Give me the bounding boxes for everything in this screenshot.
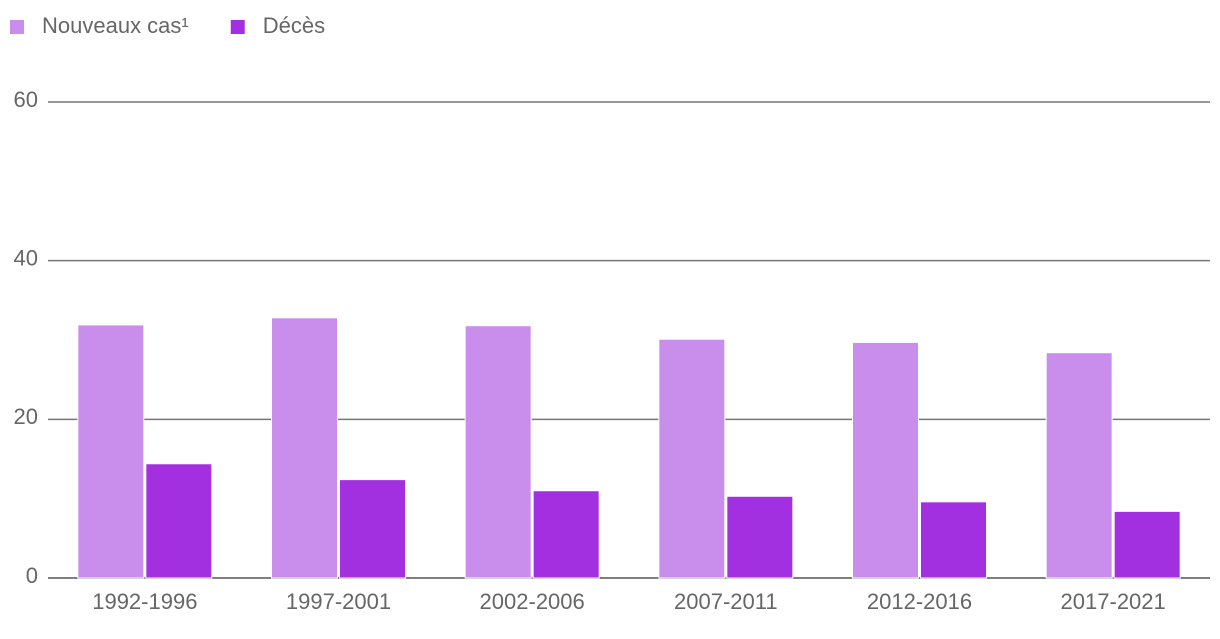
legend-label: Nouveaux cas¹ [42,13,189,38]
y-tick-label: 20 [14,404,38,429]
x-tick-label: 2002-2006 [480,589,585,614]
x-tick-label: 2012-2016 [867,589,972,614]
bar [920,501,987,579]
y-tick-label: 0 [26,563,38,588]
legend-label: Décès [263,13,325,38]
bar [339,479,406,579]
x-tick-label: 2007-2011 [674,589,778,614]
bar [145,463,213,579]
bar [1113,510,1181,579]
bar [726,495,794,579]
x-tick-label: 1997-2001 [286,589,391,614]
x-tick-label: 2017-2021 [1061,589,1166,614]
bar [532,490,600,579]
legend-swatch [10,20,24,34]
legend-swatch [230,20,245,34]
bar [852,341,919,579]
bar [77,324,145,579]
bar [464,325,532,579]
x-tick-label: 1992-1996 [92,589,197,614]
bar [658,338,726,579]
bar [271,317,338,579]
y-tick-label: 40 [14,245,38,270]
y-tick-label: 60 [14,87,38,112]
bar [1045,352,1113,579]
